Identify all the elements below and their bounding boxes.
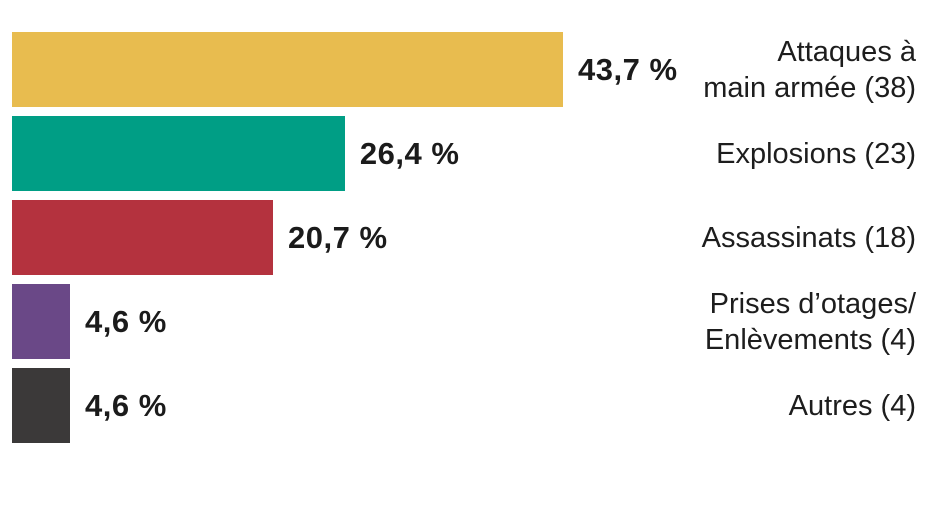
bar-autres	[12, 368, 70, 443]
category-label-autres: Autres (4)	[789, 388, 916, 424]
category-line: Attaques à	[777, 35, 916, 68]
chart-row-explosions: 26,4 % Explosions (23)	[12, 116, 934, 191]
category-line: Explosions (23)	[716, 137, 916, 170]
chart-rows: 43,7 % Attaques à main armée (38) 26,4 %…	[12, 32, 934, 452]
bar-explosions	[12, 116, 345, 191]
category-line: Autres (4)	[788, 389, 916, 422]
category-label-explosions: Explosions (23)	[716, 136, 916, 172]
value-label-explosions: 26,4 %	[359, 135, 460, 171]
chart-row-otages: 4,6 % Prises d’otages/ Enlèvements (4)	[12, 284, 934, 359]
chart-row-autres: 4,6 % Autres (4)	[12, 368, 934, 443]
chart-row-assassinats: 20,7 % Assassinats (18)	[12, 200, 934, 275]
value-label-attaques: 43,7 %	[578, 51, 678, 87]
value-label-autres: 4,6 %	[85, 387, 167, 423]
category-label-otages: Prises d’otages/ Enlèvements (4)	[705, 286, 916, 358]
chart-row-attaques: 43,7 % Attaques à main armée (38)	[12, 32, 934, 107]
bar-assassinats	[12, 200, 273, 275]
category-label-attaques: Attaques à main armée (38)	[703, 34, 916, 106]
bar-otages	[12, 284, 70, 359]
category-line: main armée (38)	[703, 71, 916, 104]
bar-attaques	[12, 32, 563, 107]
value-label-assassinats: 20,7 %	[288, 219, 388, 255]
category-label-assassinats: Assassinats (18)	[702, 220, 916, 256]
value-label-otages: 4,6 %	[85, 303, 167, 339]
category-line: Assassinats (18)	[701, 221, 916, 254]
category-line: Prises d’otages/	[709, 287, 916, 320]
category-line: Enlèvements (4)	[704, 323, 916, 356]
